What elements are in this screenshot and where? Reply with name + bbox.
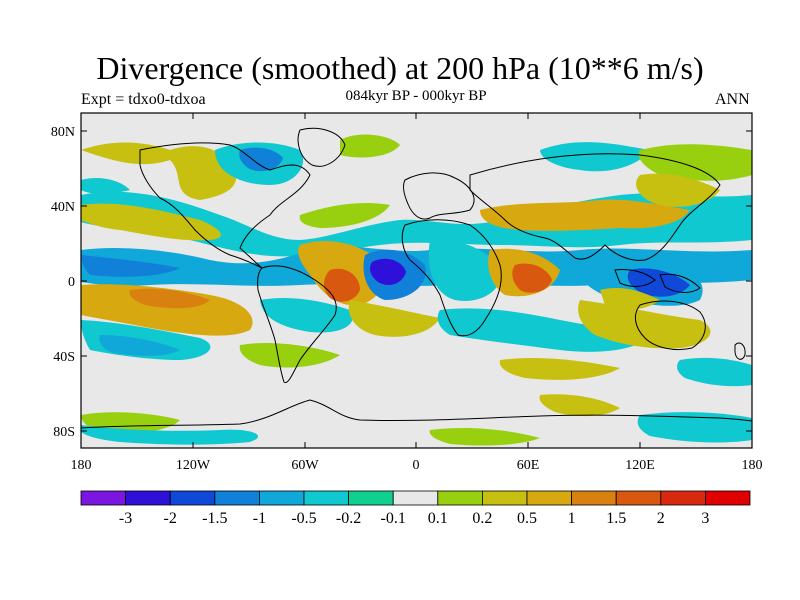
lat-tick-label: 80N [51,125,75,140]
colorbar-swatch [125,490,171,506]
lat-tick-label: 0 [68,275,75,290]
lon-tick-label: 180 [71,458,92,473]
field-blob [370,258,406,285]
colorbar-swatch [258,490,305,506]
lon-tick-label: 0 [413,458,420,473]
field-blob [638,144,752,181]
colorbar-swatch [80,490,126,506]
field-blob [81,142,237,200]
field-blob [239,147,283,172]
coastline-north-america [139,142,311,269]
colorbar-swatch [660,490,706,506]
colorbar-swatch [481,490,528,506]
colorbar-swatch [526,490,572,506]
lon-tick-label: 180 [742,458,763,473]
colorbar-label: -3 [119,510,132,527]
coastline-europe [403,172,475,220]
field-blob [636,173,720,207]
experiment-label: Expt = tdxo0-tdxoa [81,91,206,108]
field-blob [637,412,752,443]
divergence-field [81,113,752,448]
field-blob [99,335,180,356]
colorbar-swatch [169,490,216,506]
colorbar-swatch [214,490,260,506]
colorbar-swatch [571,490,617,506]
colorbar-swatch [303,490,349,506]
lon-tick-label: 60E [517,458,540,473]
colorbar-label: -2 [164,510,177,527]
lon-tick-label: 60W [291,458,319,473]
field-blob [81,284,253,336]
longitude-axis: 180 120W 60W 0 60E 120E 180 [71,113,763,473]
colorbar: -3 -2 -1.5 -1 -0.5 -0.2 -0.1 0.1 0.2 0.5 1 1.5 2 3 [80,490,751,527]
field-blob [324,268,360,302]
field-blob [129,288,210,309]
field-blob [239,343,340,368]
lat-tick-label: 80S [53,425,75,440]
coastline-antarctica [81,399,752,429]
lat-tick-label: 40S [53,350,75,365]
field-blob [81,203,221,241]
colorbar-label: -1.5 [202,510,227,527]
colorbar-swatch [705,490,751,506]
colorbar-label: -0.2 [336,510,361,527]
colorbar-label: 0.5 [517,510,537,527]
colorbar-label: 1.5 [606,510,626,527]
colorbar-label: 2 [657,510,665,527]
colorbar-label: 3 [701,510,709,527]
colorbar-label: 0.2 [472,510,492,527]
field-blob [540,142,650,172]
latitude-axis: 80N 40N 0 40S 80S [51,125,752,440]
period-label: 084kyr BP - 000kyr BP [345,88,487,104]
field-blob [340,134,400,158]
colorbar-label: -0.1 [381,510,406,527]
coastline-africa [401,219,502,337]
field-blob [437,308,650,352]
plot-title: Divergence (smoothed) at 200 hPa (10**6 … [96,50,704,86]
field-blob [81,255,180,277]
colorbar-swatch [437,490,483,506]
field-blob [81,425,259,445]
coastlines [81,127,752,429]
field-blob [480,199,690,231]
coastline-australia [634,300,706,351]
field-blob [428,239,501,301]
field-blob [512,263,552,293]
colorbar-label: 0.1 [428,510,448,527]
lon-tick-label: 120E [625,458,655,473]
colorbar-label: -1 [253,510,266,527]
field-blob [539,394,620,417]
field-blob [348,300,440,337]
field-blob [81,178,130,194]
field-blob [600,288,660,310]
field-blob [429,427,540,446]
coastline-new-zealand [734,342,746,360]
field-blob [260,298,353,333]
field-blob [627,268,690,297]
coastline-south-america [257,265,337,384]
coastline-greenland [297,127,346,167]
colorbar-swatch [348,490,394,506]
colorbar-label: -0.5 [291,510,316,527]
field-blob [677,357,752,387]
colorbar-label: 1 [568,510,576,527]
lat-tick-label: 40N [51,200,75,215]
colorbar-swatch [615,490,662,506]
colorbar-swatch [392,490,439,506]
coastline-asia [469,153,721,261]
lon-tick-label: 120W [176,458,211,473]
season-label: ANN [715,91,750,108]
field-blob [299,203,390,228]
coastline-maritime [614,269,701,293]
field-blob [499,357,620,380]
field-blob [578,300,711,349]
